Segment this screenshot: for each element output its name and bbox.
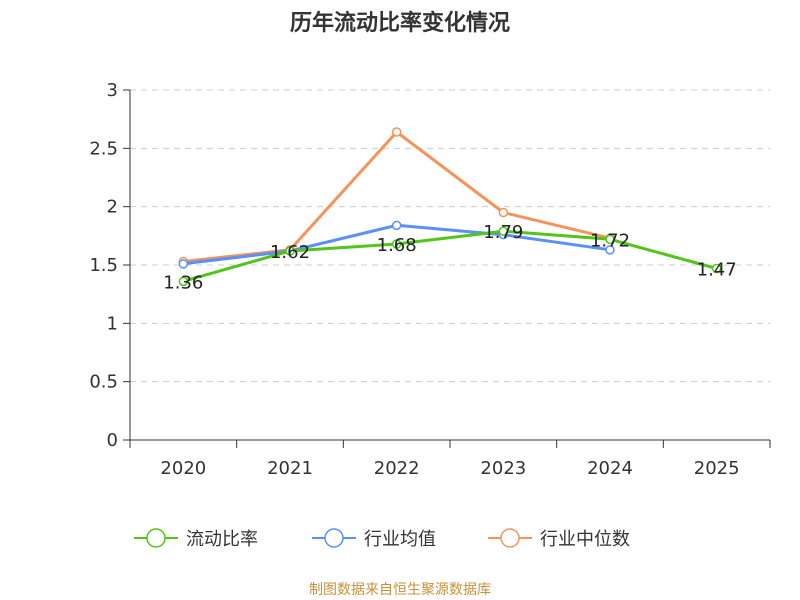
data-label: 1.68 bbox=[377, 235, 417, 256]
source-note: 制图数据来自恒生聚源数据库 bbox=[309, 582, 491, 598]
x-tick-label: 2024 bbox=[587, 458, 633, 479]
chart-title: 历年流动比率变化情况 bbox=[290, 10, 510, 36]
data-label: 1.79 bbox=[483, 222, 523, 243]
series-layer bbox=[178, 127, 722, 287]
y-tick-label: 2.5 bbox=[89, 138, 118, 159]
y-tick-label: 1 bbox=[107, 313, 118, 334]
legend-label: 行业均值 bbox=[364, 529, 436, 550]
series-point-0 bbox=[391, 239, 402, 249]
x-tick-label: 2022 bbox=[374, 458, 420, 479]
legend[interactable]: 流动比率 行业均值 行业中位数 bbox=[134, 528, 630, 550]
x-tick-label: 2025 bbox=[694, 458, 740, 479]
legend-label: 行业中位数 bbox=[540, 529, 630, 550]
legend-item-1[interactable]: 行业均值 bbox=[312, 528, 436, 550]
y-tick-label: 0.5 bbox=[89, 372, 118, 393]
series-point-2 bbox=[498, 207, 509, 218]
legend-label: 流动比率 bbox=[186, 529, 258, 550]
series-point-1 bbox=[605, 245, 615, 255]
gridlines bbox=[130, 89, 770, 383]
series-point-0 bbox=[605, 234, 615, 245]
y-tick-label: 2 bbox=[107, 197, 118, 218]
y-tick-label: 0 bbox=[107, 430, 118, 451]
series-point-1 bbox=[178, 259, 189, 269]
series-point-0 bbox=[711, 263, 722, 274]
legend-item-2[interactable]: 行业中位数 bbox=[488, 528, 630, 550]
x-tick-label: 2020 bbox=[160, 458, 206, 479]
legend-item-0[interactable]: 流动比率 bbox=[134, 528, 258, 550]
series-point-0 bbox=[498, 226, 509, 236]
legend-marker bbox=[324, 528, 344, 548]
series-point-2 bbox=[391, 127, 402, 137]
data-label: 1.47 bbox=[697, 260, 737, 281]
axes: 0 0.5 1 1.5 2 2.5 3 2020 2021 2022 2023 2024 2025 bbox=[89, 80, 771, 479]
series-point-0 bbox=[178, 276, 189, 287]
y-tick-label: 3 bbox=[107, 80, 118, 101]
legend-marker bbox=[146, 528, 166, 548]
legend-marker bbox=[500, 528, 520, 548]
series-point-0 bbox=[285, 246, 295, 256]
data-label: 1.62 bbox=[270, 242, 310, 263]
x-tick-label: 2021 bbox=[267, 458, 313, 479]
x-tick-label: 2023 bbox=[480, 458, 526, 479]
y-tick-label: 1.5 bbox=[89, 255, 118, 276]
data-labels: 1.36 1.62 1.68 1.79 1.72 1.47 bbox=[163, 222, 736, 293]
series-point-1 bbox=[391, 220, 402, 231]
data-label: 1.36 bbox=[163, 272, 203, 293]
data-label: 1.72 bbox=[590, 230, 630, 251]
series-line-0 bbox=[182, 229, 718, 283]
